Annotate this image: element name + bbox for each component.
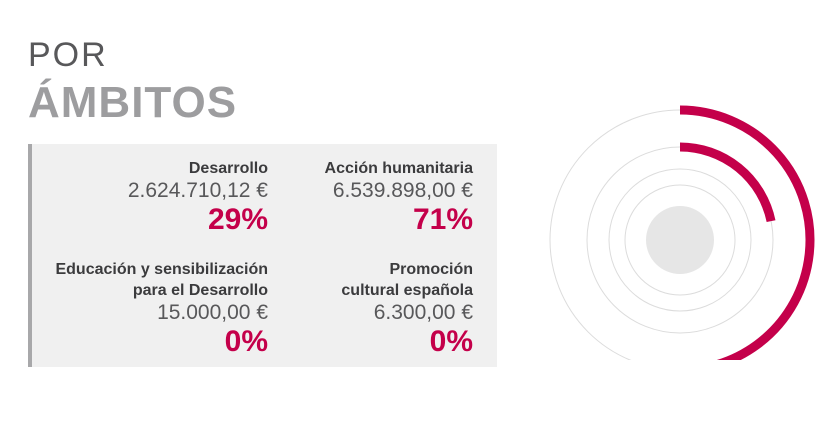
- summary-panel: Desarrollo 2.624.710,12 € 29% Acción hum…: [28, 144, 497, 367]
- item-label-line-1: Promoción: [389, 261, 473, 278]
- item-amount: 2.624.710,12 €: [127, 179, 268, 202]
- title-line-2: ÁMBITOS: [28, 78, 238, 127]
- item-desarrollo: Desarrollo 2.624.710,12 € 29%: [28, 158, 268, 237]
- item-percent: 29%: [207, 203, 268, 236]
- item-label: Acción humanitaria: [324, 160, 473, 177]
- item-percent: 71%: [412, 203, 473, 236]
- item-amount: 6.539.898,00 €: [332, 179, 473, 202]
- item-percent: 0%: [429, 325, 473, 358]
- item-accion-humanitaria: Acción humanitaria 6.539.898,00 € 71%: [233, 158, 473, 237]
- chart-track: [608, 168, 752, 312]
- radial-bar-chart: [549, 105, 815, 360]
- item-amount: 6.300,00 €: [373, 301, 473, 324]
- item-label-line-1: Educación y sensibilización: [55, 261, 268, 278]
- item-promocion-cultural: Promoción cultural española 6.300,00 € 0…: [273, 259, 473, 359]
- item-label: Desarrollo: [188, 160, 268, 177]
- chart-track: [624, 184, 736, 296]
- item-label-line-2: para el Desarrollo: [132, 282, 268, 299]
- item-percent: 0%: [224, 325, 268, 358]
- chart-center-disc: [646, 206, 714, 274]
- item-amount: 15.000,00 €: [157, 301, 268, 324]
- item-educacion: Educación y sensibilización para el Desa…: [8, 259, 268, 359]
- title-line-1: POR: [28, 36, 108, 74]
- chart-bar: [679, 142, 776, 223]
- panel-accent-bar: [28, 144, 32, 367]
- item-label-line-2: cultural española: [341, 282, 473, 299]
- chart-bar: [679, 105, 815, 360]
